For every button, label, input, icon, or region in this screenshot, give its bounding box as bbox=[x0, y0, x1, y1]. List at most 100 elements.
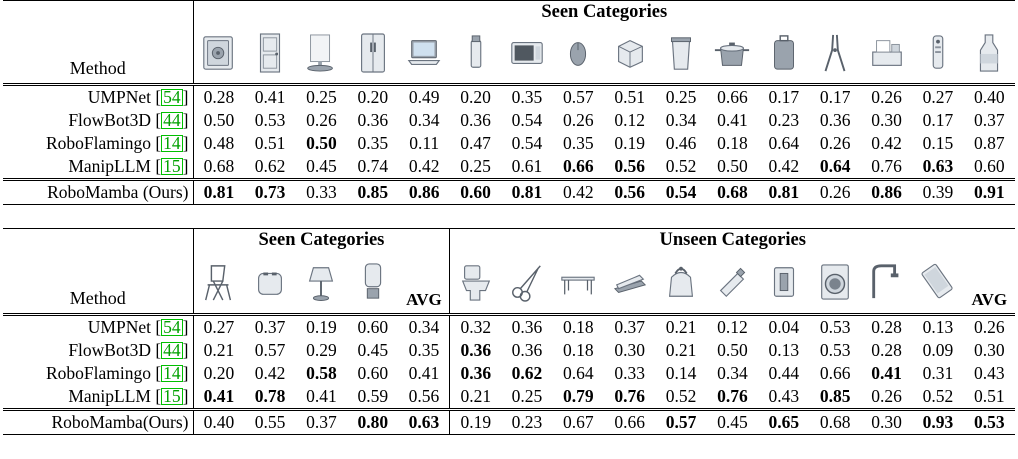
score-cell: 0.68 bbox=[819, 412, 851, 432]
pliers-icon bbox=[824, 34, 846, 72]
method-name: RoboMamba(Ours) bbox=[3, 409, 194, 435]
citation-ref[interactable]: 54 bbox=[161, 317, 183, 337]
category-cell bbox=[861, 251, 912, 315]
score-cell: 0.19 bbox=[460, 412, 492, 432]
score-cell: 0.41 bbox=[203, 386, 235, 406]
method-name: UMPNet [54] bbox=[3, 84, 194, 109]
phone-icon bbox=[921, 263, 953, 299]
score-cell: 0.76 bbox=[717, 386, 748, 406]
category-cell bbox=[296, 23, 347, 85]
score-cell: 0.13 bbox=[768, 340, 800, 360]
score-cell: 0.37 bbox=[254, 317, 286, 337]
citation-ref[interactable]: 14 bbox=[161, 133, 183, 153]
score-cell: 0.25 bbox=[511, 386, 543, 406]
score-cell: 0.40 bbox=[974, 87, 1005, 107]
category-cell bbox=[912, 23, 963, 85]
score-cell: 0.43 bbox=[768, 386, 800, 406]
citation-ref[interactable]: 15 bbox=[161, 386, 183, 406]
printer-icon bbox=[871, 40, 902, 66]
citation-ref[interactable]: 15 bbox=[161, 156, 183, 176]
score-cell: 0.32 bbox=[460, 317, 492, 337]
score-cell: 0.12 bbox=[614, 110, 645, 130]
score-cell: 0.25 bbox=[460, 156, 491, 176]
citation-ref[interactable]: 14 bbox=[161, 363, 183, 383]
method-name: ManipLLM [15] bbox=[3, 155, 194, 180]
microwave-icon bbox=[511, 41, 543, 65]
category-cell bbox=[810, 251, 861, 315]
table-row: RoboMamba(Ours) 0.40 0.55 0.37 0.80 0.63 0.19 0… bbox=[3, 409, 1015, 435]
category-cell bbox=[655, 23, 706, 85]
category-cell bbox=[450, 251, 501, 315]
score-cell: 0.66 bbox=[563, 156, 594, 176]
score-cell: 0.51 bbox=[614, 87, 645, 107]
pot-icon bbox=[715, 42, 750, 66]
score-cell: 0.11 bbox=[409, 133, 440, 153]
score-cell: 0.55 bbox=[254, 412, 286, 432]
scissors-icon bbox=[511, 265, 541, 302]
citation-ref[interactable]: 54 bbox=[161, 87, 183, 107]
safe-icon bbox=[203, 36, 233, 70]
score-cell: 0.41 bbox=[306, 386, 337, 406]
score-cell: 0.21 bbox=[665, 317, 697, 337]
score-cell: 0.21 bbox=[665, 340, 697, 360]
table-row: FlowBot3D [44] 0.50 0.53 0.26 0.36 0.34 0.36 0.… bbox=[3, 109, 1015, 132]
score-cell: 0.30 bbox=[871, 412, 902, 432]
display-icon bbox=[307, 34, 334, 72]
seen-categories-header: Seen Categories bbox=[541, 2, 668, 22]
score-cell: 0.39 bbox=[922, 182, 954, 202]
citation-ref[interactable]: 44 bbox=[161, 340, 183, 360]
score-cell: 0.19 bbox=[306, 317, 337, 337]
method-header: Method bbox=[3, 0, 194, 85]
score-cell: 0.48 bbox=[203, 133, 235, 153]
seen-categories-table: Method Seen Categories UMPNet [54] 0.28 0.41… bbox=[3, 0, 1015, 205]
score-cell: 0.85 bbox=[819, 386, 851, 406]
score-cell: 0.50 bbox=[717, 340, 748, 360]
category-cell bbox=[810, 23, 861, 85]
score-cell: 0.21 bbox=[203, 340, 235, 360]
score-cell: 0.46 bbox=[665, 133, 697, 153]
score-cell: 0.34 bbox=[665, 110, 697, 130]
score-cell: 0.25 bbox=[306, 87, 337, 107]
score-cell: 0.37 bbox=[614, 317, 645, 337]
score-cell: 0.35 bbox=[563, 133, 594, 153]
score-cell: 0.52 bbox=[665, 156, 697, 176]
score-cell: 0.09 bbox=[922, 340, 954, 360]
table-row: RoboFlamingo [14] 0.20 0.42 0.58 0.60 0.41 0.3… bbox=[3, 362, 1015, 385]
category-cell bbox=[296, 251, 347, 315]
score-cell: 0.63 bbox=[922, 156, 954, 176]
score-cell: 0.26 bbox=[974, 317, 1005, 337]
score-cell: 0.56 bbox=[398, 385, 451, 410]
score-cell: 0.67 bbox=[563, 412, 594, 432]
score-cell: 0.64 bbox=[819, 156, 851, 176]
score-cell: 0.17 bbox=[768, 87, 800, 107]
category-cell bbox=[964, 23, 1015, 85]
category-cell bbox=[501, 23, 552, 85]
score-cell: 0.81 bbox=[511, 182, 543, 202]
avg-header: AVG bbox=[971, 290, 1008, 309]
method-name: RoboFlamingo [14] bbox=[3, 132, 194, 155]
score-cell: 0.20 bbox=[203, 363, 235, 383]
table-row: UMPNet [54] 0.28 0.41 0.25 0.20 0.49 0.20 0.35 0… bbox=[3, 84, 1015, 109]
score-cell: 0.76 bbox=[871, 156, 902, 176]
category-cell bbox=[861, 23, 912, 85]
score-cell: 0.27 bbox=[922, 87, 954, 107]
citation-ref[interactable]: 44 bbox=[161, 110, 183, 130]
score-cell: 0.57 bbox=[254, 340, 286, 360]
score-cell: 0.81 bbox=[768, 182, 800, 202]
score-cell: 0.76 bbox=[614, 386, 645, 406]
table-row: ManipLLM [15] 0.68 0.62 0.45 0.74 0.42 0.25 0.6… bbox=[3, 155, 1015, 180]
score-cell: 0.54 bbox=[665, 182, 697, 202]
score-cell: 0.47 bbox=[460, 133, 491, 153]
score-cell: 0.17 bbox=[922, 110, 954, 130]
stapler-icon bbox=[613, 274, 646, 293]
score-cell: 0.41 bbox=[254, 87, 286, 107]
score-cell: 0.59 bbox=[357, 386, 389, 406]
score-cell: 0.13 bbox=[922, 317, 954, 337]
score-cell: 0.27 bbox=[203, 317, 235, 337]
score-cell: 0.58 bbox=[306, 363, 337, 383]
score-cell: 0.45 bbox=[306, 156, 337, 176]
score-cell: 0.60 bbox=[974, 156, 1005, 176]
mouse-icon bbox=[570, 42, 587, 66]
score-cell: 0.42 bbox=[563, 182, 594, 202]
score-cell: 0.60 bbox=[357, 317, 389, 337]
